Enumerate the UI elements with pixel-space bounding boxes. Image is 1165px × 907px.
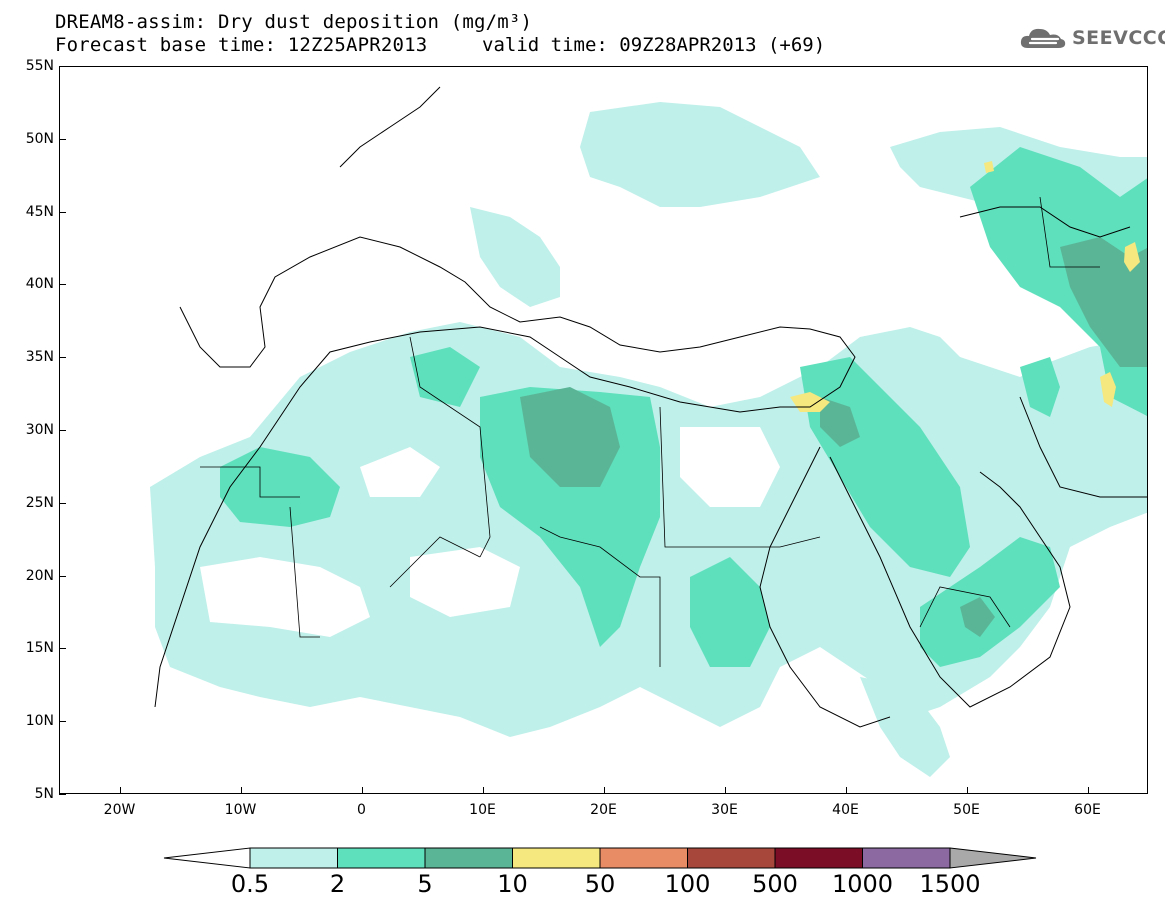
lon-label-10e: 10E <box>469 802 496 818</box>
lat-label-5n: 5N <box>34 786 54 802</box>
coastlines <box>154 86 1147 728</box>
legend-swatch <box>774 847 863 869</box>
lon-tick <box>119 787 121 794</box>
lat-tick <box>59 357 66 359</box>
legend-label: 5 <box>417 870 433 898</box>
map-title: DREAM8-assim: Dry dust deposition (mg/m³… <box>55 11 533 33</box>
legend-under-triangle <box>163 847 251 869</box>
lon-tick <box>482 787 484 794</box>
lat-label-40n: 40N <box>25 276 54 293</box>
lat-tick <box>59 794 66 795</box>
legend-label: 500 <box>752 870 798 898</box>
lat-label-15n: 15N <box>25 640 54 657</box>
lat-label-45n: 45N <box>25 203 54 220</box>
lat-label-55n: 55N <box>25 58 54 74</box>
lon-tick <box>845 787 847 794</box>
legend-swatch <box>249 847 338 869</box>
lat-tick <box>59 284 66 286</box>
lat-label-25n: 25N <box>25 494 54 511</box>
map-canvas <box>150 86 1147 777</box>
seevccc-logo: SEEVCCC <box>1018 24 1165 52</box>
lon-tick <box>240 787 242 794</box>
valid-time: valid time: 09Z28APR2013 (+69) <box>482 34 826 56</box>
logo-text: SEEVCCC <box>1072 27 1165 49</box>
lon-tick <box>603 787 605 794</box>
lon-label-10w: 10W <box>224 802 257 818</box>
lon-label-50e: 50E <box>953 802 980 818</box>
country-borders <box>200 196 1100 667</box>
legend-label: 50 <box>584 870 616 898</box>
lat-label-30n: 30N <box>25 422 54 438</box>
lon-label-40e: 40E <box>832 802 859 818</box>
forecast-base-time: Forecast base time: 12Z25APR2013 <box>55 34 428 56</box>
legend-label: 0.5 <box>230 870 270 898</box>
lat-label-10n: 10N <box>25 713 54 730</box>
color-legend-bar <box>163 847 1037 869</box>
lat-tick <box>59 430 66 431</box>
lon-tick <box>1087 787 1089 794</box>
legend-label: 10 <box>497 870 528 898</box>
no-deposition-areas <box>200 427 780 637</box>
lon-tick <box>361 787 363 794</box>
lat-tick <box>59 502 66 504</box>
legend-swatch <box>337 847 426 869</box>
legend-swatch <box>687 847 776 869</box>
legend-label: 1500 <box>919 870 981 898</box>
lon-tick <box>724 787 726 794</box>
lon-label-20e: 20E <box>590 802 617 818</box>
lon-label-0: 0 <box>357 802 366 818</box>
lat-tick <box>59 648 66 650</box>
lat-tick <box>59 721 66 723</box>
legend-swatch <box>512 847 601 869</box>
lat-tick <box>59 66 66 67</box>
legend-over-triangle <box>949 847 1037 869</box>
legend-label: 1000 <box>831 870 894 898</box>
lat-label-50n: 50N <box>25 130 54 147</box>
lat-label-35n: 35N <box>25 349 54 366</box>
legend-swatch <box>599 847 688 869</box>
cloud-logo-icon <box>1020 28 1066 48</box>
lon-label-30e: 30E <box>711 802 738 818</box>
lat-tick <box>59 211 66 213</box>
lon-label-20w: 20W <box>103 802 136 818</box>
legend-label: 100 <box>664 870 711 898</box>
deposition-5-10-areas <box>520 237 1147 637</box>
lat-label-20n: 20N <box>25 567 54 584</box>
lon-tick <box>966 787 968 794</box>
lat-tick <box>59 575 66 577</box>
lon-label-60e: 60E <box>1074 802 1101 818</box>
dust-deposition-map <box>59 66 1148 794</box>
legend-swatch <box>424 847 513 869</box>
lat-tick <box>59 138 66 140</box>
legend-label: 2 <box>329 870 346 898</box>
legend-swatch <box>862 847 951 869</box>
